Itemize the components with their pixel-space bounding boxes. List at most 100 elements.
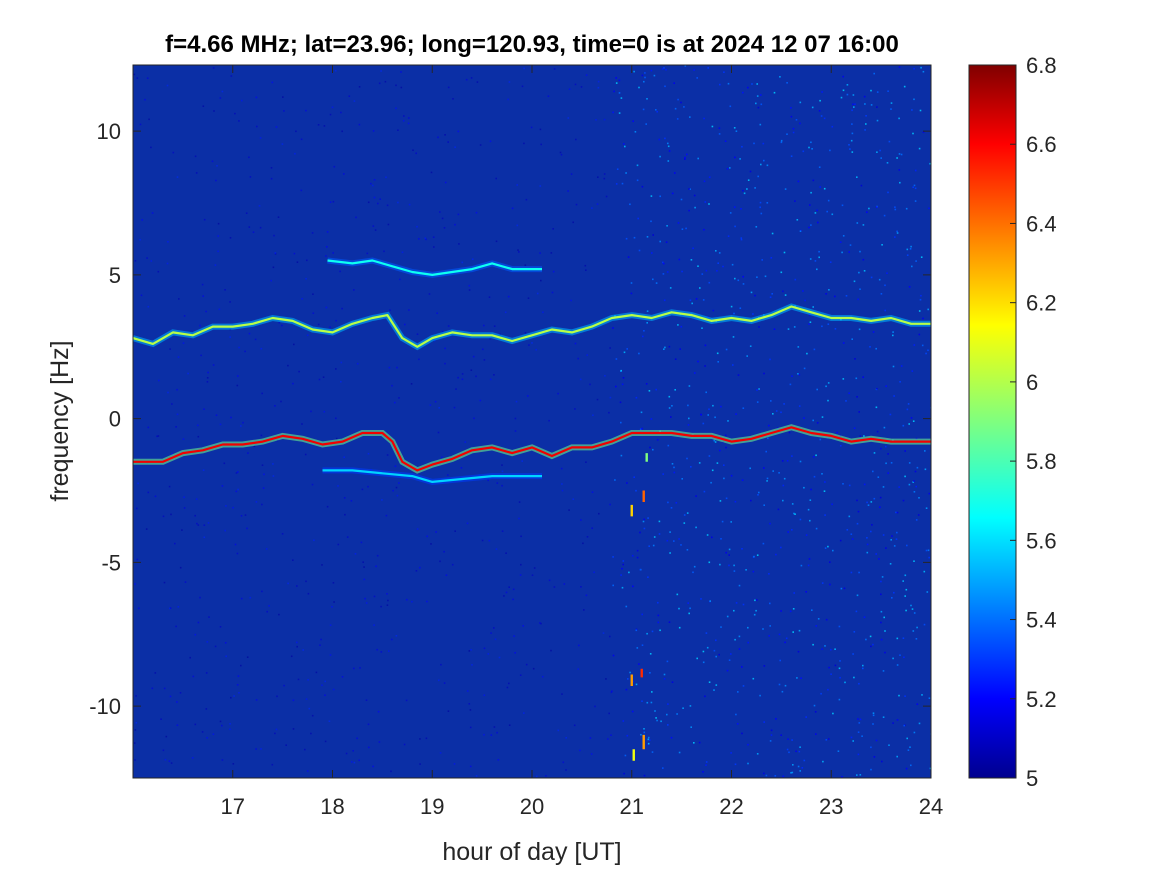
noise-speck (470, 77, 473, 79)
noise-speck (256, 125, 258, 128)
noise-speck (176, 176, 179, 178)
noise-speck (755, 226, 758, 228)
noise-speck (784, 641, 786, 644)
noise-speck (621, 182, 624, 185)
noise-speck (924, 468, 927, 471)
noise-speck (850, 533, 853, 535)
noise-speck (295, 130, 297, 133)
noise-speck (827, 199, 830, 202)
noise-speck (713, 649, 716, 652)
noise-speck (444, 362, 446, 365)
noise-speck (855, 610, 858, 613)
noise-speck (848, 251, 850, 253)
noise-speck (853, 631, 856, 633)
noise-speck (686, 512, 689, 514)
noise-speck (859, 774, 862, 776)
noise-speck (358, 759, 360, 762)
noise-speck (904, 695, 906, 697)
noise-speck (882, 534, 885, 536)
noise-speck (237, 488, 239, 491)
noise-speck (829, 261, 832, 263)
noise-speck (878, 278, 881, 281)
noise-speck (767, 437, 769, 440)
noise-speck (696, 657, 698, 660)
noise-speck (618, 79, 621, 82)
noise-speck (742, 91, 744, 94)
x-tick-label: 20 (520, 794, 544, 819)
noise-speck (684, 65, 687, 67)
noise-speck (662, 273, 665, 275)
noise-speck (166, 84, 169, 87)
noise-speck (498, 656, 501, 659)
noise-speck (574, 83, 577, 86)
noise-speck (908, 483, 911, 486)
noise-speck (751, 83, 753, 85)
noise-speck (230, 416, 232, 419)
colorbar-tick-label: 6.8 (1026, 53, 1057, 78)
noise-speck (229, 723, 231, 725)
noise-speck (906, 408, 909, 411)
noise-speck (401, 251, 404, 254)
noise-speck (622, 377, 625, 379)
noise-speck (487, 653, 490, 655)
noise-speck (616, 168, 619, 170)
noise-speck (331, 606, 333, 608)
noise-speck (535, 775, 538, 778)
noise-speck (172, 151, 175, 154)
noise-speck (733, 127, 736, 129)
noise-speck (789, 383, 792, 386)
noise-speck (671, 681, 674, 683)
noise-speck (750, 499, 752, 502)
noise-speck (203, 218, 206, 221)
noise-speck (842, 75, 844, 78)
noise-speck (622, 720, 625, 722)
noise-speck (920, 66, 922, 69)
noise-speck (176, 701, 178, 703)
noise-speck (493, 374, 495, 376)
noise-speck (650, 69, 653, 72)
noise-speck (570, 173, 573, 175)
noise-speck (866, 543, 869, 546)
noise-speck (646, 322, 648, 324)
noise-speck (624, 145, 626, 148)
noise-speck (768, 424, 770, 427)
noise-speck (670, 416, 672, 418)
noise-speck (625, 237, 628, 240)
noise-speck (585, 594, 588, 597)
noise-speck (453, 763, 456, 765)
noise-speck (329, 624, 332, 626)
noise-speck (346, 536, 349, 538)
noise-speck (469, 765, 472, 768)
noise-speck (671, 192, 674, 195)
noise-speck (397, 201, 399, 204)
noise-speck (147, 305, 150, 308)
noise-speck (367, 723, 370, 726)
noise-speck (808, 558, 811, 560)
noise-speck (825, 293, 827, 295)
noise-speck (552, 270, 555, 273)
noise-speck (364, 597, 366, 600)
noise-speck (739, 158, 741, 160)
noise-speck (786, 748, 789, 751)
noise-speck (230, 75, 233, 77)
noise-speck (670, 507, 673, 509)
noise-speck (763, 665, 766, 667)
noise-speck (688, 612, 690, 615)
noise-speck (794, 200, 796, 202)
noise-speck (675, 502, 678, 504)
noise-speck (426, 535, 428, 538)
noise-speck (762, 628, 764, 630)
noise-speck (434, 400, 437, 403)
noise-speck (900, 365, 903, 367)
noise-speck (524, 332, 527, 334)
noise-speck (333, 601, 335, 603)
noise-speck (580, 586, 582, 588)
noise-speck (612, 654, 615, 657)
noise-speck (187, 372, 189, 375)
noise-speck (742, 189, 744, 192)
noise-speck (772, 470, 774, 472)
noise-speck (579, 749, 581, 752)
noise-speck (633, 70, 635, 73)
noise-speck (912, 481, 914, 483)
noise-speck (684, 158, 686, 160)
